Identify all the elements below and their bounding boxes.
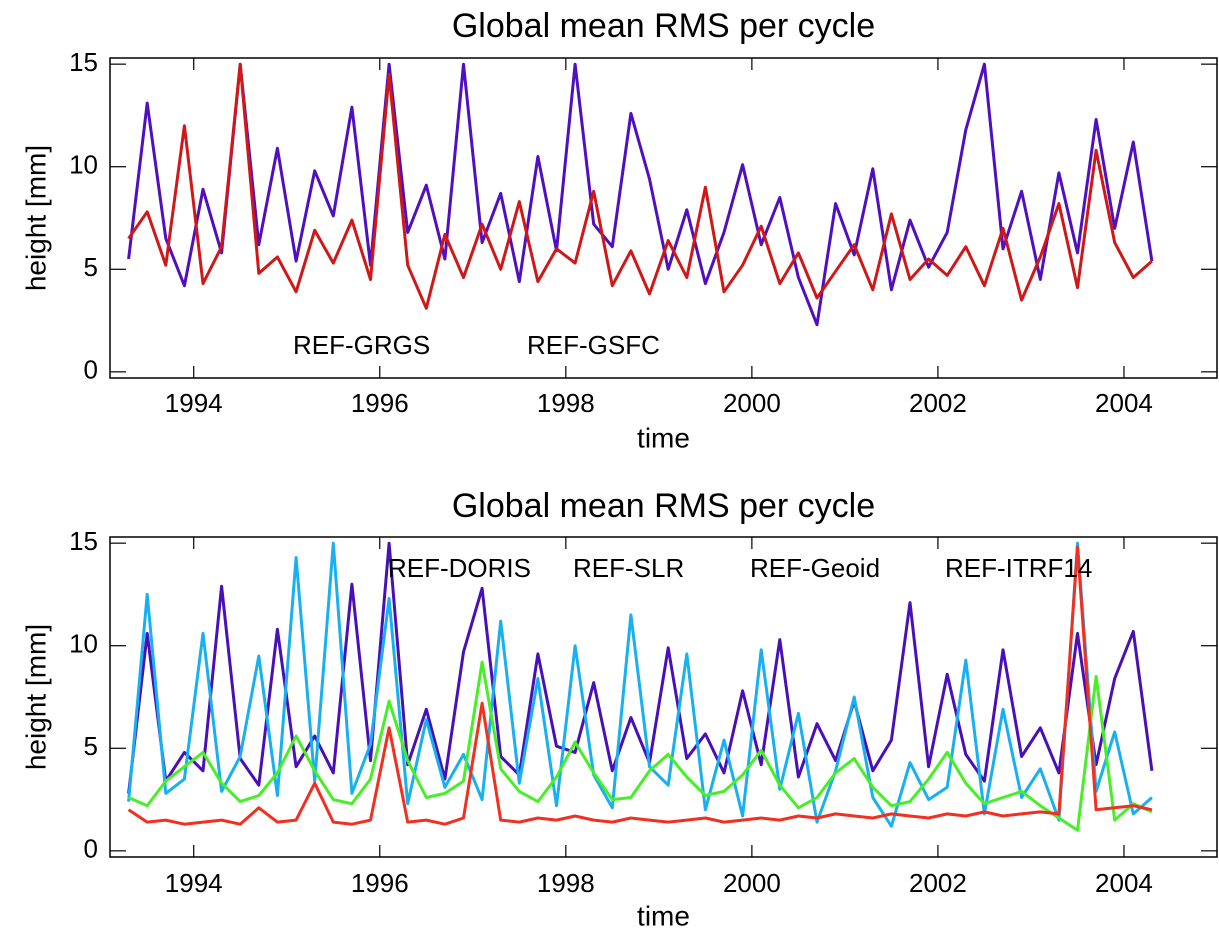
- legend-label: REF-DORIS: [388, 553, 531, 583]
- x-tick-label: 2000: [723, 388, 781, 418]
- legend-label: REF-SLR: [573, 553, 684, 583]
- y-tick-label: 15: [69, 47, 98, 77]
- x-tick-label: 1996: [351, 388, 409, 418]
- legend-label: REF-GSFC: [527, 330, 660, 360]
- x-tick-label: 2004: [1095, 868, 1153, 898]
- y-tick-label: 15: [69, 526, 98, 556]
- x-tick-label: 1998: [537, 388, 595, 418]
- y-tick-label: 10: [69, 150, 98, 180]
- chart-title: Global mean RMS per cycle: [452, 7, 875, 45]
- x-tick-label: 2002: [909, 868, 967, 898]
- y-tick-label: 5: [84, 252, 98, 282]
- x-axis-label: time: [637, 422, 690, 453]
- legend-label: REF-GRGS: [293, 330, 430, 360]
- y-axis-label: height [mm]: [20, 145, 51, 291]
- x-tick-label: 1998: [537, 868, 595, 898]
- x-tick-label: 2000: [723, 868, 781, 898]
- chart-title: Global mean RMS per cycle: [452, 487, 875, 525]
- y-tick-label: 0: [84, 355, 98, 385]
- x-tick-label: 2002: [909, 388, 967, 418]
- x-tick-label: 1994: [165, 388, 223, 418]
- x-tick-label: 2004: [1095, 388, 1153, 418]
- plot-frame: [109, 536, 1218, 858]
- legend-label: REF-Geoid: [750, 553, 880, 583]
- data-line: [127, 545, 1153, 826]
- x-tick-label: 1994: [165, 868, 223, 898]
- x-axis-label: time: [637, 900, 690, 931]
- data-line: [127, 62, 1154, 327]
- x-tick-label: 1996: [351, 868, 409, 898]
- y-tick-label: 0: [84, 834, 98, 864]
- data-line: [127, 541, 1153, 828]
- y-tick-label: 5: [84, 731, 98, 761]
- legend-label: REF-ITRF14: [945, 553, 1092, 583]
- data-line: [127, 660, 1153, 832]
- data-line: [127, 62, 1153, 310]
- plot-frame: [109, 57, 1218, 379]
- y-tick-label: 10: [69, 629, 98, 659]
- y-axis-label: height [mm]: [20, 624, 51, 770]
